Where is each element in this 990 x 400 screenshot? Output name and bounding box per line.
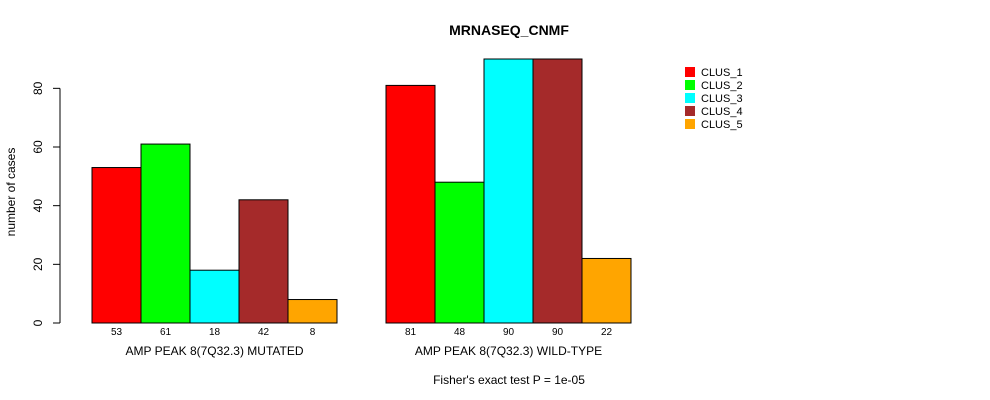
- bar-clus-5-group-1: [287, 299, 338, 324]
- bar-clus-3-group-2: [483, 58, 534, 324]
- legend-label-clus-4: CLUS_4: [701, 106, 743, 118]
- y-tick-label: 20: [31, 257, 45, 271]
- legend-swatch-clus-3: [685, 93, 695, 103]
- legend-label-clus-3: CLUS_3: [701, 93, 743, 105]
- bar-count-label: 90: [503, 327, 515, 338]
- legend-swatch-clus-2: [685, 80, 695, 90]
- legend-label-clus-2: CLUS_2: [701, 80, 743, 92]
- bar-clus-2-group-1: [140, 143, 191, 324]
- legend-swatch-clus-1: [685, 67, 695, 77]
- bars-layer: 53 61 18 42 8 81 48 90 90 22: [91, 58, 632, 338]
- bar-count-label: 90: [552, 327, 564, 338]
- bar-count-label: 22: [601, 327, 613, 338]
- legend-swatch-clus-4: [685, 106, 695, 116]
- bar-count-label: 42: [258, 327, 270, 338]
- bar-count-label: 8: [310, 327, 316, 338]
- bar-clus-4-group-2: [532, 58, 583, 324]
- chart-title: MRNASEQ_CNMF: [449, 22, 569, 38]
- legend-swatch-clus-5: [685, 119, 695, 129]
- bar-count-label: 61: [160, 327, 172, 338]
- bar-count-label: 48: [454, 327, 466, 338]
- fisher-test-footnote: Fisher's exact test P = 1e-05: [433, 373, 585, 387]
- bar-count-label: 18: [209, 327, 221, 338]
- bar-clus-4-group-1: [238, 199, 289, 324]
- bar-clus-1-group-2: [385, 84, 436, 324]
- bar-count-label: 81: [405, 327, 417, 338]
- legend-label-clus-5: CLUS_5: [701, 119, 743, 131]
- group-label-2: AMP PEAK 8(7Q32.3) WILD-TYPE: [415, 344, 602, 358]
- y-tick-label: 80: [31, 81, 45, 95]
- legend-label-clus-1: CLUS_1: [701, 67, 743, 79]
- y-tick-label: 60: [31, 140, 45, 154]
- bar-clus-5-group-2: [581, 257, 632, 324]
- y-axis-label: number of cases: [4, 148, 18, 237]
- y-axis: 0 20 40 60 80: [31, 81, 61, 326]
- group-labels-layer: AMP PEAK 8(7Q32.3) MUTATED AMP PEAK 8(7Q3…: [125, 344, 602, 358]
- y-tick-label: 40: [31, 199, 45, 213]
- bar-clus-1-group-1: [91, 167, 142, 324]
- y-tick-label: 0: [31, 319, 45, 326]
- bar-clus-2-group-2: [434, 181, 485, 324]
- bar-clus-3-group-1: [189, 269, 240, 324]
- group-label-1: AMP PEAK 8(7Q32.3) MUTATED: [125, 344, 303, 358]
- bar-count-label: 53: [111, 327, 123, 338]
